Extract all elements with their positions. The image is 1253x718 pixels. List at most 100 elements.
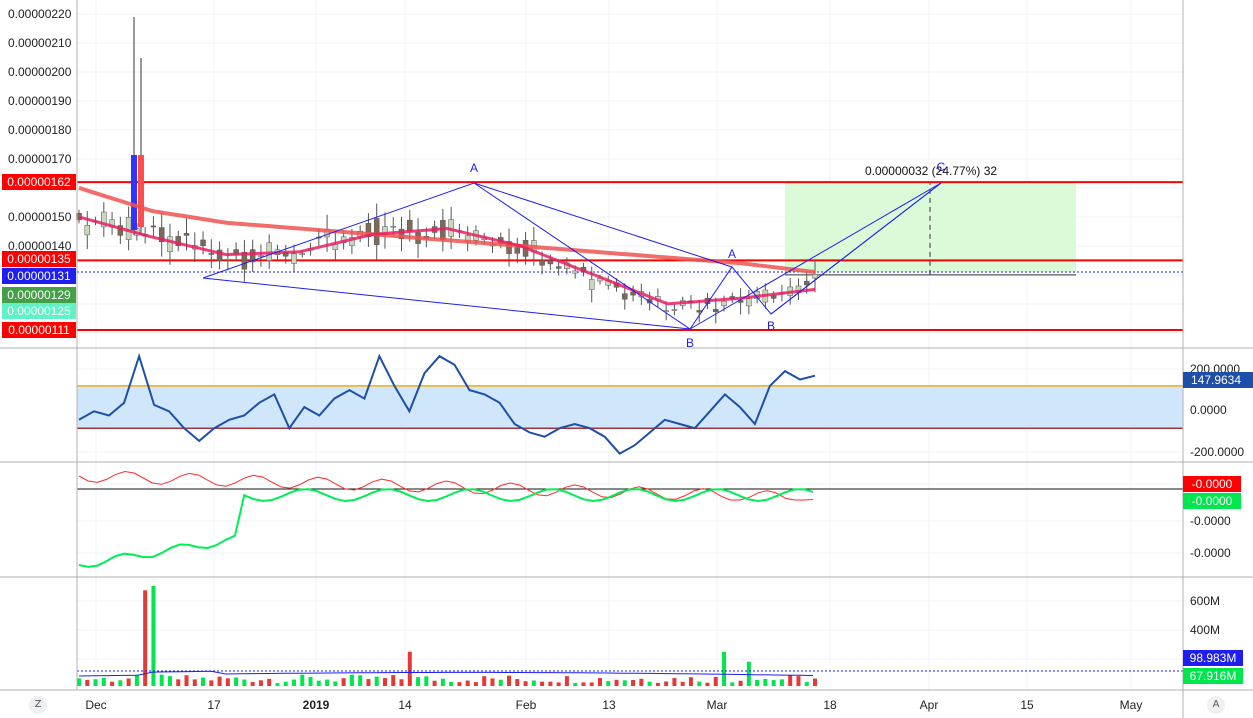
volume-bar bbox=[300, 674, 305, 686]
price-tick-label: 0.00000220 bbox=[8, 7, 72, 21]
volume-bar bbox=[755, 679, 760, 686]
volume-bar bbox=[250, 681, 255, 686]
volume-bar bbox=[349, 674, 354, 686]
candle-body bbox=[630, 291, 636, 296]
candle-body bbox=[150, 225, 157, 228]
volume-bar bbox=[606, 681, 611, 686]
candle-body bbox=[770, 295, 777, 299]
volume-bar bbox=[118, 680, 123, 686]
volume-bar bbox=[176, 679, 181, 686]
volume-bar bbox=[151, 586, 156, 686]
dmi-badge-text: -0.0000 bbox=[1192, 477, 1233, 491]
volume-bar bbox=[746, 661, 751, 686]
volume-bar bbox=[77, 678, 81, 686]
candle-body bbox=[622, 293, 628, 300]
price-badge-text: 0.00000135 bbox=[7, 252, 71, 266]
price-badge bbox=[2, 174, 76, 190]
candle-body bbox=[572, 270, 578, 274]
volume-bar bbox=[531, 680, 536, 686]
volume-bar bbox=[201, 677, 206, 686]
volume-bar bbox=[581, 682, 586, 686]
x-tick-label: Feb bbox=[516, 698, 537, 712]
volume-bar bbox=[540, 681, 545, 686]
volume-bar bbox=[159, 674, 164, 686]
grid bbox=[77, 0, 1183, 690]
candle-body bbox=[291, 253, 297, 264]
volume-bar bbox=[796, 676, 801, 686]
volume-bar bbox=[275, 683, 280, 686]
candle-body bbox=[390, 225, 396, 228]
volume-bar bbox=[110, 681, 115, 686]
volume-bar bbox=[564, 676, 569, 686]
cci-tick-label: -200.0000 bbox=[1190, 445, 1244, 459]
spike-body bbox=[138, 155, 144, 227]
candle-body bbox=[299, 253, 306, 255]
volume-bar bbox=[374, 676, 379, 686]
x-tick-label: Dec bbox=[85, 698, 106, 712]
volume-bar bbox=[597, 678, 602, 686]
candle-body bbox=[258, 255, 264, 257]
volume-bar bbox=[507, 675, 512, 686]
candle-body bbox=[208, 253, 215, 255]
dmi-tick-label: -0.0000 bbox=[1190, 546, 1231, 560]
volume-bar bbox=[424, 676, 429, 686]
zoom-reset-button[interactable]: Z bbox=[29, 696, 47, 714]
volume-ma-line bbox=[78, 670, 814, 677]
x-tick-label: May bbox=[1120, 698, 1143, 712]
volume-badge bbox=[1183, 668, 1243, 684]
candle-body bbox=[175, 236, 181, 247]
volume-bar bbox=[184, 675, 189, 686]
volume-bar bbox=[325, 679, 330, 686]
price-tick-label: 0.00000140 bbox=[8, 239, 72, 253]
volume-bar bbox=[382, 678, 387, 686]
labels: 0.00000220 0.00000210 0.00000200 0.00000190… bbox=[2, 7, 1253, 712]
candle-body bbox=[249, 249, 256, 263]
volume-bar bbox=[167, 676, 172, 686]
x-tick-label: Mar bbox=[707, 698, 728, 712]
pattern-label: A bbox=[728, 247, 736, 261]
cci-band bbox=[77, 385, 1183, 429]
volume-bar bbox=[225, 678, 230, 686]
candle-body bbox=[514, 247, 521, 254]
volume-bar bbox=[697, 681, 702, 686]
volume-bar bbox=[209, 680, 214, 686]
volume-bar bbox=[85, 679, 90, 686]
candle-body bbox=[407, 219, 413, 232]
pattern-leg bbox=[770, 182, 942, 315]
volume-bar bbox=[804, 681, 809, 686]
volume-bar bbox=[416, 677, 421, 686]
pattern-label: C bbox=[937, 160, 946, 174]
candle-body bbox=[183, 233, 190, 236]
volume-bar bbox=[688, 677, 693, 686]
volume-bar bbox=[788, 675, 793, 686]
auto-scale-button[interactable]: A bbox=[1207, 696, 1225, 714]
price-badge bbox=[2, 303, 76, 319]
volume-bar bbox=[705, 682, 710, 686]
candle-body bbox=[506, 241, 512, 254]
candle-body bbox=[373, 218, 380, 245]
candle-body bbox=[167, 236, 173, 253]
volume-bar bbox=[631, 679, 636, 686]
cci-badge-text: 147.9634 bbox=[1191, 373, 1241, 387]
dmi-badge bbox=[1183, 493, 1241, 509]
candle-body bbox=[200, 239, 206, 246]
volume-bar bbox=[490, 678, 495, 686]
volume-bar bbox=[614, 679, 619, 686]
volume-bar bbox=[473, 682, 478, 686]
volume-bar bbox=[465, 680, 470, 686]
price-panel: A B A B C0.00000032 (24.77%) 32 bbox=[76, 17, 1183, 350]
volume-bar bbox=[672, 678, 677, 686]
price-badge-text: 0.00000111 bbox=[8, 323, 70, 337]
volume-bar bbox=[308, 676, 313, 686]
volume-bar bbox=[457, 682, 462, 686]
pattern-label: B bbox=[767, 319, 775, 333]
price-tick-label: 0.00000170 bbox=[8, 152, 72, 166]
pattern-label: B bbox=[686, 336, 694, 350]
price-tick-label: 0.00000210 bbox=[8, 36, 72, 50]
price-badge bbox=[2, 287, 76, 303]
volume-bar bbox=[573, 682, 578, 686]
volume-bar bbox=[771, 680, 776, 686]
volume-bar bbox=[333, 681, 338, 686]
volume-bar bbox=[192, 679, 197, 686]
candle-body bbox=[125, 217, 132, 240]
